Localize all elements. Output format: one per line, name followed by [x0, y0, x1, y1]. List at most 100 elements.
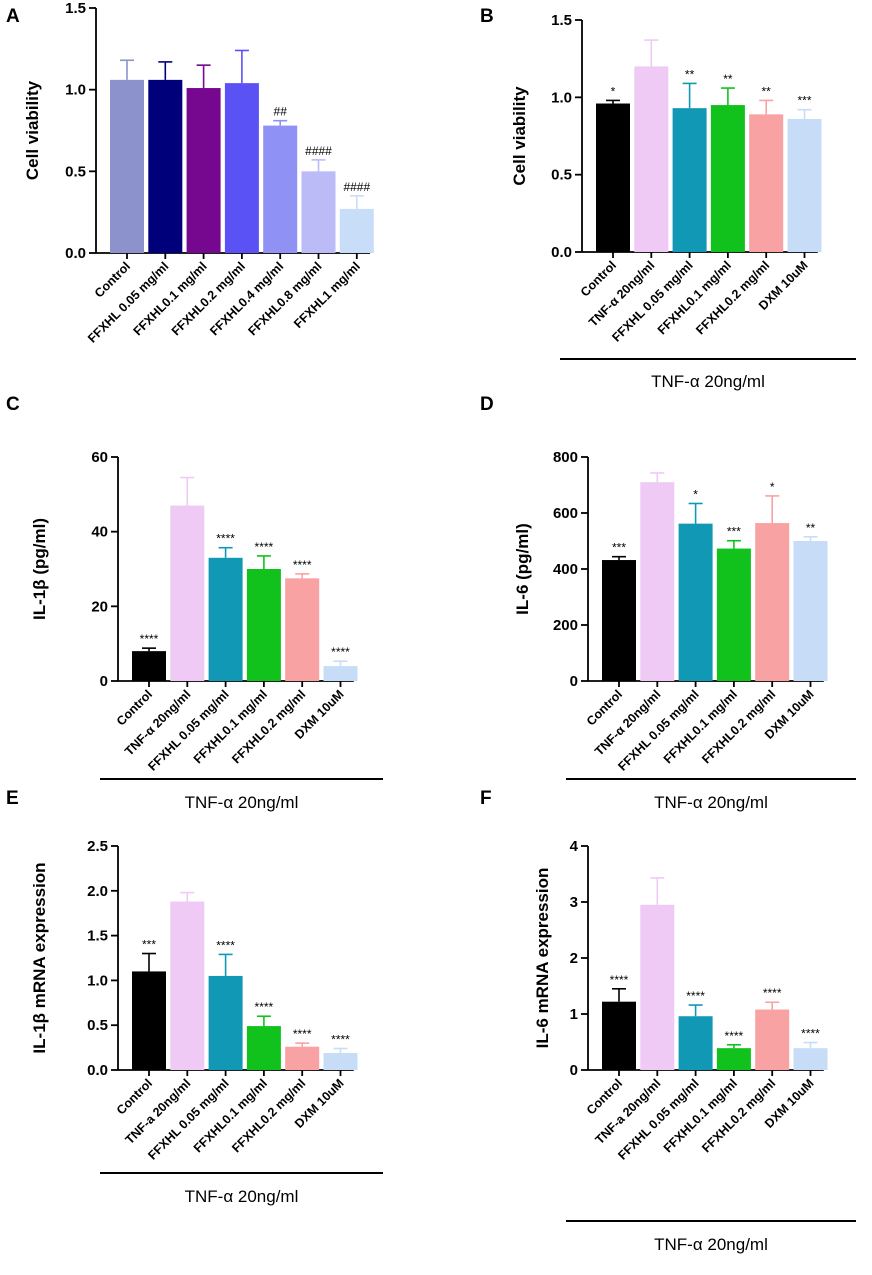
y-axis-label: Cell viability [23, 80, 42, 180]
bar [224, 83, 259, 253]
y-tick-label: 0.0 [551, 244, 572, 261]
y-tick-label: 0.5 [87, 1017, 108, 1034]
y-tick-label: 1.0 [87, 972, 108, 989]
y-tick-label: 0 [100, 673, 108, 690]
bar [263, 125, 298, 253]
bar [787, 118, 822, 252]
y-tick-label: 2.5 [87, 838, 108, 855]
treatment-label: TNF-α 20ng/ml [654, 793, 768, 812]
y-tick-label: 60 [91, 449, 108, 466]
panel-letter: A [6, 6, 20, 27]
bar [749, 114, 784, 252]
significance-label: #### [305, 144, 332, 158]
bar [208, 557, 243, 681]
panel-letter: B [480, 6, 494, 27]
treatment-label: TNF-α 20ng/ml [651, 372, 765, 391]
category-label: FFXHL1 mg/ml [291, 259, 363, 331]
significance-label: **** [610, 973, 629, 987]
y-axis-label: IL-1β (pg/ml) [30, 518, 49, 620]
significance-label: **** [801, 1027, 820, 1041]
bar [716, 1048, 751, 1070]
significance-label: * [611, 84, 616, 98]
bar [208, 975, 243, 1070]
bar [678, 523, 713, 681]
y-tick-label: 1.0 [65, 82, 86, 99]
bar [793, 541, 828, 681]
significance-label: ** [806, 521, 816, 535]
y-tick-label: 2 [570, 950, 578, 967]
y-tick-label: 1.5 [65, 0, 86, 17]
significance-label: ## [274, 105, 288, 119]
bar [323, 1052, 358, 1070]
y-tick-label: 3 [570, 894, 578, 911]
y-tick-label: 600 [553, 505, 578, 522]
bar [170, 901, 205, 1070]
y-tick-label: 0.0 [65, 245, 86, 262]
significance-label: **** [763, 986, 782, 1000]
bar [246, 569, 281, 681]
significance-label: **** [255, 1000, 274, 1014]
bar [148, 79, 183, 253]
panel-d: DIL-6 (pg/ml)0200400600800***ControlTNF-… [480, 394, 856, 812]
y-tick-label: 20 [91, 598, 108, 615]
y-tick-label: 4 [570, 838, 579, 855]
y-tick-label: 0 [570, 1062, 578, 1079]
panel-e: E IL-1β mRNA expression 0.0 0.5 1.0 1.5 2.0 2.5… [6, 788, 383, 1206]
bar [285, 578, 320, 681]
y-tick-label: 1.5 [551, 12, 572, 29]
y-tick-label: 0.5 [65, 163, 86, 180]
y-tick-label: 40 [91, 524, 108, 541]
significance-label: #### [343, 180, 370, 194]
bar [301, 171, 336, 253]
panel-letter: C [6, 394, 20, 415]
significance-label: *** [727, 525, 741, 539]
bar [323, 666, 358, 681]
significance-label: ** [723, 72, 733, 86]
category-label: TNF-α 20ng/ml [122, 687, 193, 758]
y-tick-label: 800 [553, 449, 578, 466]
significance-label: **** [331, 645, 350, 659]
bar [793, 1048, 828, 1070]
significance-label: **** [216, 938, 235, 952]
treatment-label: TNF-α 20ng/ml [654, 1235, 768, 1254]
bar [640, 482, 675, 681]
significance-label: * [770, 480, 775, 494]
panel-letter: E [6, 788, 19, 809]
bar [678, 1016, 713, 1070]
bar [755, 523, 790, 681]
y-axis-label: IL-6 (pg/ml) [513, 523, 532, 615]
y-tick-label: 1 [570, 1006, 578, 1023]
bar [596, 103, 630, 253]
category-label: TNF-α 20ng/ml [592, 687, 663, 758]
bar [132, 971, 166, 1070]
bar [602, 1001, 636, 1070]
y-tick-label: 1.0 [551, 89, 572, 106]
significance-label: ** [762, 84, 772, 98]
bar [285, 1046, 320, 1070]
bar [634, 66, 669, 253]
significance-label: ** [685, 67, 695, 81]
significance-label: *** [612, 541, 626, 555]
bar [672, 108, 707, 252]
bar [132, 651, 166, 681]
y-tick-label: 200 [553, 617, 578, 634]
significance-label: **** [293, 558, 312, 572]
bar [110, 79, 144, 253]
y-tick-label: 0.0 [87, 1062, 108, 1079]
category-label: TNF-α 20ng/ml [586, 258, 657, 329]
y-tick-label: 1.5 [87, 928, 108, 945]
bar [640, 904, 675, 1070]
y-tick-label: 400 [553, 561, 578, 578]
significance-label: **** [255, 540, 274, 554]
y-tick-label: 2.0 [87, 883, 108, 900]
panel-f: FIL-6 mRNA expression01234****ControlTNF… [480, 788, 856, 1254]
significance-label: **** [686, 989, 705, 1003]
bar [339, 208, 374, 253]
panel-letter: D [480, 394, 494, 415]
significance-label: **** [331, 1032, 350, 1046]
bar [170, 505, 205, 681]
